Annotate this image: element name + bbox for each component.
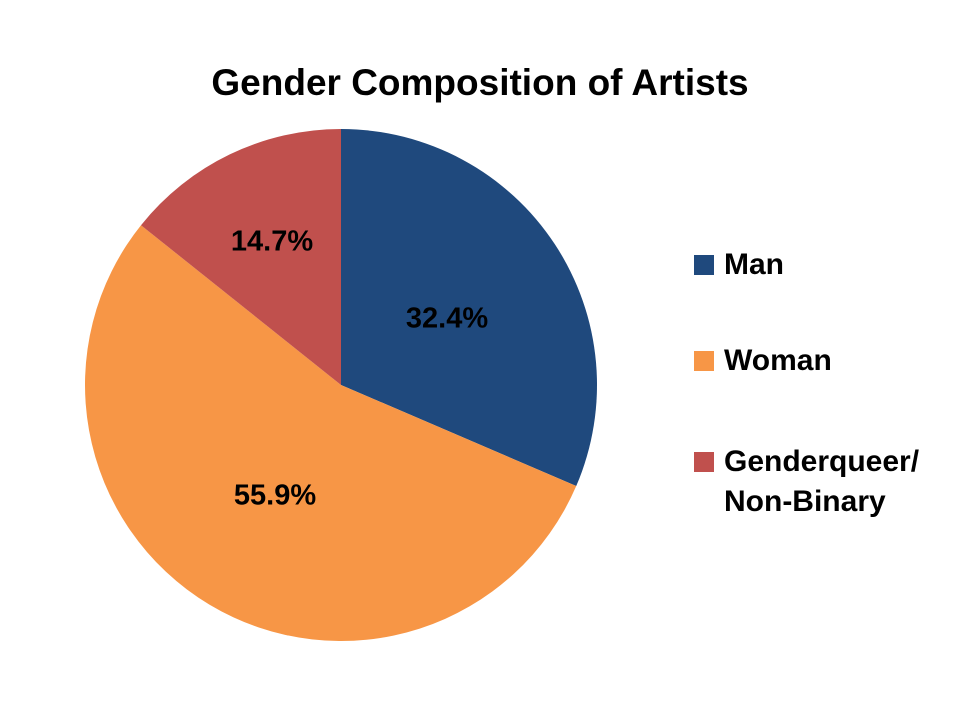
legend-item-woman: Woman <box>694 341 832 381</box>
data-label-woman: 55.9% <box>234 480 316 512</box>
pie-slice-genderqueer-non-binary <box>140 129 341 385</box>
data-label-genderqueer-non-binary: 14.7% <box>231 226 313 258</box>
pie-slice-woman <box>85 225 577 641</box>
data-label-man: 32.4% <box>406 303 488 335</box>
legend-item-genderqueer-non-binary: Genderqueer/ Non-Binary <box>694 442 919 522</box>
legend-label-woman: Woman <box>724 344 832 377</box>
legend-swatch-man <box>694 255 714 275</box>
legend-swatch-genderqueer-non-binary <box>694 452 714 472</box>
chart-title: Gender Composition of Artists <box>211 62 749 103</box>
legend-item-man: Man <box>694 245 784 285</box>
legend-label-genderqueer-non-binary: Genderqueer/ Non-Binary <box>724 445 920 518</box>
legend-swatch-woman <box>694 351 714 371</box>
pie-slice-man <box>341 129 597 487</box>
legend-label-man: Man <box>724 248 784 281</box>
